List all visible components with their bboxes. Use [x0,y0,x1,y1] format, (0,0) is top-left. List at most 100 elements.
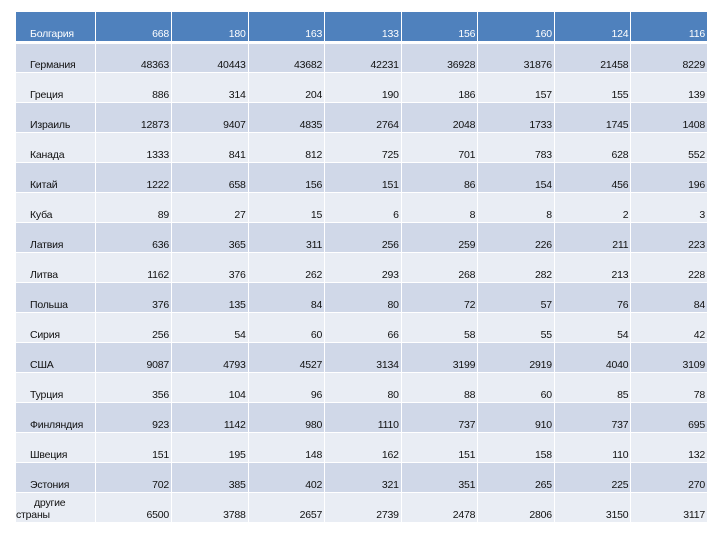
value-cell: 262 [248,252,326,283]
value-cell: 15 [248,192,326,223]
value-cell: 72 [401,282,479,313]
table-row: Куба 89 27 15 6 8 8 2 3 [16,192,708,223]
value-cell: 36928 [401,42,479,73]
table-row: Литва 1162 376 262 293 268 282 213 228 [16,252,708,283]
value-cell: 21458 [554,42,632,73]
country-name-cell: США [16,342,96,373]
country-name-cell: Литва [16,252,96,283]
value-cell: 190 [324,72,402,103]
country-name-line: другие [34,496,66,509]
value-cell: 314 [171,72,249,103]
value-cell: 80 [324,282,402,313]
value-cell: 55 [477,312,555,343]
value-cell: 3117 [630,492,708,523]
value-cell: 737 [554,402,632,433]
value-cell: 3134 [324,342,402,373]
value-cell: 783 [477,132,555,163]
table-header-row: Болгария 668 180 163 133 156 160 124 116 [16,12,708,44]
value-cell: 27 [171,192,249,223]
value-cell: 737 [401,402,479,433]
country-name-line: страны [16,508,50,521]
value-cell: 54 [171,312,249,343]
value-cell: 155 [554,72,632,103]
value-cell: 1408 [630,102,708,133]
value-cell: 6 [324,192,402,223]
table-row: другие страны 6500 3788 2657 2739 2478 2806 3150… [16,492,708,523]
value-cell: 228 [630,252,708,283]
value-cell: 151 [324,162,402,193]
table-row: Польша 376 135 84 80 72 57 76 84 [16,282,708,313]
value-cell: 9087 [95,342,173,373]
value-cell: 2919 [477,342,555,373]
country-name-cell: Сирия [16,312,96,343]
value-cell: 89 [95,192,173,223]
value-cell: 96 [248,372,326,403]
value-cell: 162 [324,432,402,463]
value-cell: 104 [171,372,249,403]
value-cell: 8 [401,192,479,223]
value-cell: 282 [477,252,555,283]
table-row: Финляндия 923 1142 980 1110 737 910 737 695 [16,402,708,433]
value-cell: 2478 [401,492,479,523]
table-row: Сирия 256 54 60 66 58 55 54 42 [16,312,708,343]
value-cell: 886 [95,72,173,103]
value-cell: 4835 [248,102,326,133]
value-cell: 196 [630,162,708,193]
value-cell: 157 [477,72,555,103]
value-cell: 163 [248,12,326,44]
value-cell: 701 [401,132,479,163]
country-name-cell: Латвия [16,222,96,253]
table-body: Болгария 668 180 163 133 156 160 124 116 Германия… [16,12,708,523]
table-row: Канада 1333 841 812 725 701 783 628 552 [16,132,708,163]
value-cell: 311 [248,222,326,253]
value-cell: 124 [554,12,632,44]
value-cell: 259 [401,222,479,253]
value-cell: 195 [171,432,249,463]
value-cell: 86 [401,162,479,193]
value-cell: 725 [324,132,402,163]
table-row: Латвия 636 365 311 256 259 226 211 223 [16,222,708,253]
country-name-cell: Турция [16,372,96,403]
table-row: США 9087 4793 4527 3134 3199 2919 4040 3109 [16,342,708,373]
value-cell: 2657 [248,492,326,523]
value-cell: 256 [95,312,173,343]
value-cell: 3109 [630,342,708,373]
value-cell: 628 [554,132,632,163]
table-row: Китай 1222 658 156 151 86 154 456 196 [16,162,708,193]
value-cell: 841 [171,132,249,163]
value-cell: 80 [324,372,402,403]
value-cell: 204 [248,72,326,103]
value-cell: 923 [95,402,173,433]
value-cell: 180 [171,12,249,44]
value-cell: 658 [171,162,249,193]
value-cell: 211 [554,222,632,253]
value-cell: 223 [630,222,708,253]
value-cell: 3150 [554,492,632,523]
value-cell: 6500 [95,492,173,523]
value-cell: 1142 [171,402,249,433]
value-cell: 31876 [477,42,555,73]
value-cell: 270 [630,462,708,493]
value-cell: 226 [477,222,555,253]
value-cell: 156 [401,12,479,44]
value-cell: 12873 [95,102,173,133]
value-cell: 1733 [477,102,555,133]
value-cell: 40443 [171,42,249,73]
value-cell: 256 [324,222,402,253]
value-cell: 456 [554,162,632,193]
value-cell: 3788 [171,492,249,523]
value-cell: 1745 [554,102,632,133]
country-name-cell: Болгария [16,12,96,44]
table-row: Греция 886 314 204 190 186 157 155 139 [16,72,708,103]
value-cell: 88 [401,372,479,403]
country-data-table: Болгария 668 180 163 133 156 160 124 116 Германия… [16,12,708,523]
value-cell: 156 [248,162,326,193]
country-name-cell: Германия [16,42,96,73]
value-cell: 3 [630,192,708,223]
value-cell: 154 [477,162,555,193]
value-cell: 668 [95,12,173,44]
country-name-cell: Эстония [16,462,96,493]
value-cell: 1162 [95,252,173,283]
country-name-cell: Польша [16,282,96,313]
table-row: Швеция 151 195 148 162 151 158 110 132 [16,432,708,463]
